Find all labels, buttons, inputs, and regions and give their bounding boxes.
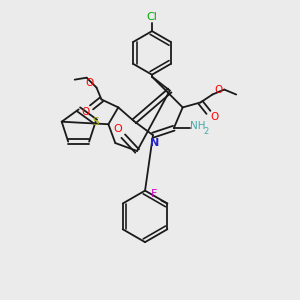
Text: 2: 2: [204, 127, 209, 136]
Text: S: S: [92, 117, 99, 127]
Text: F: F: [151, 189, 158, 199]
Text: NH: NH: [190, 121, 205, 131]
Text: Cl: Cl: [146, 12, 158, 22]
Text: O: O: [82, 107, 90, 117]
Text: O: O: [113, 124, 122, 134]
Text: O: O: [210, 112, 218, 122]
Text: O: O: [85, 78, 94, 88]
Text: O: O: [214, 85, 223, 94]
Text: N: N: [150, 138, 160, 148]
